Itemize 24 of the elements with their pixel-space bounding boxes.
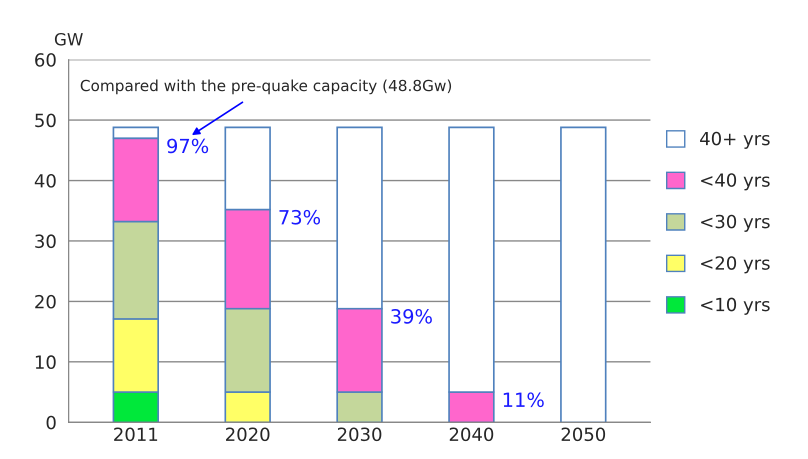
bar [560,126,607,422]
y-tick-label: 60 [35,53,56,67]
y-tick-label: 40 [34,174,56,188]
x-tick-label: 2020 [226,427,270,442]
y-tick-label: 10 [36,355,56,369]
x-tick-label: 2050 [562,427,606,442]
annotation: 73% [279,210,320,225]
x-tick-label: 2011 [114,427,158,442]
annotation: 11% [504,392,544,408]
y-tick-label: 30 [35,234,56,248]
legend-label: <20 yrs [701,256,770,274]
y-tick-label: 50 [35,114,56,128]
legend-label: <40 yrs [701,173,770,190]
x-tick-label: 2040 [450,427,494,442]
annotation: 39% [391,309,432,324]
x-tick-label: 2030 [338,427,382,442]
annotation: 97% [167,138,208,154]
y-tick-label: 0 [46,416,56,430]
legend-label: <10 yrs [701,298,770,315]
y-tick-label: 20 [35,294,56,309]
annotation: Compared with the pre-quake capacity (48.8Gw) [80,79,452,94]
y-axis-title: GW [54,32,83,46]
legend-label: <30 yrs [701,214,770,232]
legend-label: 40+ yrs [700,132,770,149]
